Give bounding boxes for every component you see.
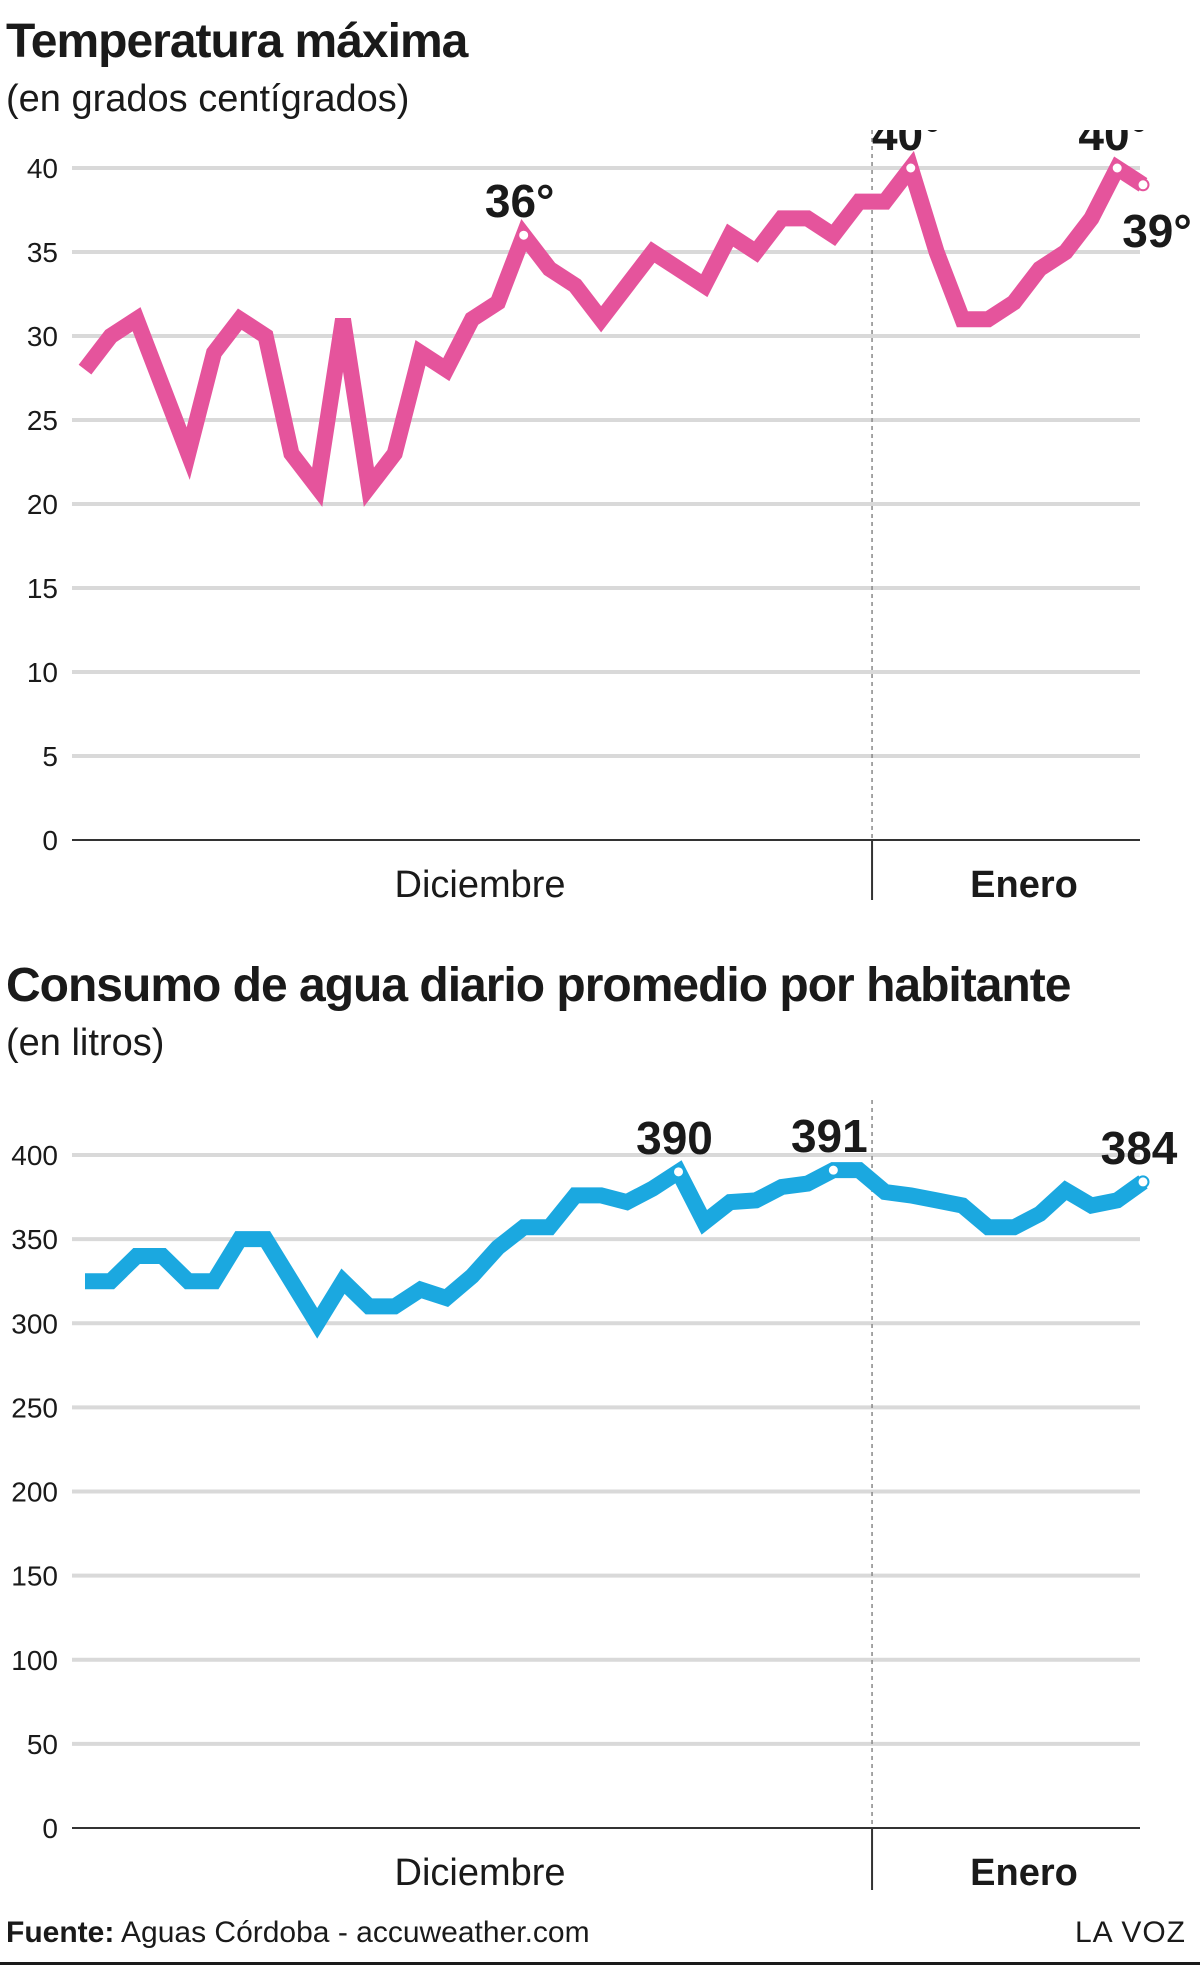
- temp-annotation-label: 40°: [872, 130, 942, 160]
- temp-series-line: [78, 150, 1148, 507]
- water-y-tick-label: 300: [11, 1308, 58, 1339]
- water-annotation-label: 390: [636, 1112, 713, 1164]
- temp-y-tick-label: 10: [27, 657, 58, 688]
- water-y-tick-label: 0: [42, 1813, 58, 1844]
- temp-y-tick-label: 30: [27, 321, 58, 352]
- water-month-label-diciembre: Diciembre: [395, 1852, 566, 1894]
- water-y-tick-label: 400: [11, 1140, 58, 1171]
- temp-month-label-diciembre: Diciembre: [395, 864, 566, 906]
- temp-y-tick-label: 40: [27, 153, 58, 184]
- temp-annotation-marker: [1136, 178, 1150, 192]
- water-annotation-label: 384: [1101, 1122, 1178, 1174]
- water-series-line: [85, 1160, 1148, 1339]
- water-annotation-marker: [672, 1165, 686, 1179]
- temp-y-tick-label: 25: [27, 405, 58, 436]
- water-y-tick-label: 200: [11, 1477, 58, 1508]
- temp-annotation-label: 39°: [1122, 205, 1192, 257]
- water-annotation-label: 391: [791, 1110, 868, 1162]
- temp-month-label-enero: Enero: [970, 864, 1078, 906]
- water-y-tick-label: 100: [11, 1645, 58, 1676]
- water-y-tick-label: 250: [11, 1392, 58, 1423]
- temp-annotation-marker: [1110, 161, 1124, 175]
- water-annotation-marker: [1136, 1175, 1150, 1189]
- temp-y-tick-label: 15: [27, 573, 58, 604]
- temp-y-tick-label: 35: [27, 237, 58, 268]
- temp-y-tick-label: 5: [42, 741, 58, 772]
- footer: Fuente: Aguas Córdoba - accuweather.com …: [6, 1916, 1194, 1960]
- water-month-label-enero: Enero: [970, 1852, 1078, 1894]
- temp-annotation-label: 40°: [1078, 130, 1148, 160]
- temp-y-tick-label: 20: [27, 489, 58, 520]
- footer-rule: [0, 1962, 1200, 1965]
- water-consumption-line-chart: 0 50 100 150 200 250 300 350 400 Diciembre Enero 39…: [11, 1100, 1178, 1894]
- temperature-line-chart: 0 5 10 15 20 25 30 35 40 Diciembre Enero 36° 40° 40° 3…: [27, 130, 1192, 906]
- source-label: Fuente:: [6, 1916, 115, 1949]
- source-text: Aguas Córdoba - accuweather.com: [114, 1916, 590, 1949]
- temperature-chart-subtitle: (en grados centígrados): [6, 78, 410, 120]
- water-y-tick-label: 150: [11, 1561, 58, 1592]
- temp-annotation-marker: [517, 228, 531, 242]
- water-chart-title: Consumo de agua diario promedio por habi…: [6, 959, 1071, 1012]
- water-chart-subtitle: (en litros): [6, 1022, 165, 1064]
- water-y-tick-label: 50: [27, 1729, 58, 1760]
- water-annotation-marker: [826, 1163, 840, 1177]
- water-y-tick-label: 350: [11, 1224, 58, 1255]
- temperature-chart-title: Temperatura máxima: [6, 15, 468, 68]
- brand-logo-text: LA VOZ: [1074, 1916, 1186, 1949]
- temp-annotation-label: 36°: [485, 175, 555, 227]
- temp-y-tick-label: 0: [42, 825, 58, 856]
- temp-annotation-marker: [904, 161, 918, 175]
